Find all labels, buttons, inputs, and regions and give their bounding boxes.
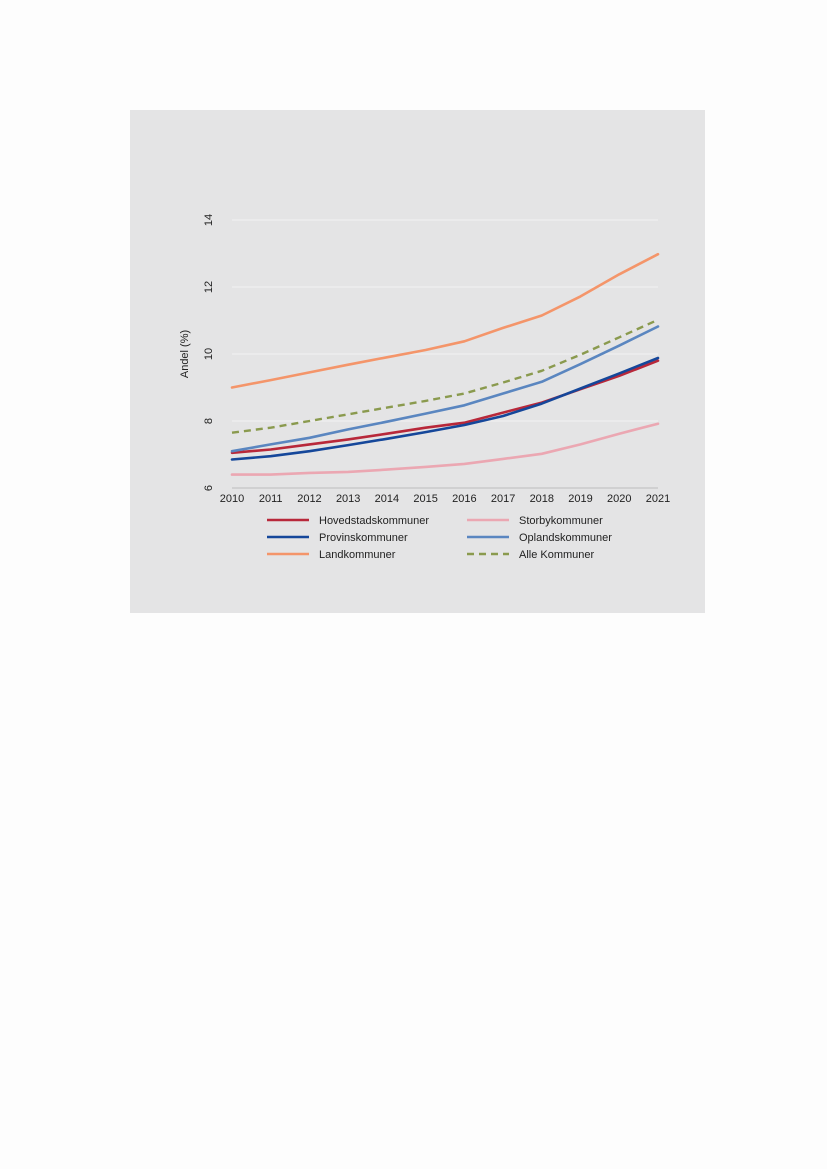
x-tick-label: 2014	[375, 493, 399, 505]
x-tick-label: 2010	[220, 493, 244, 505]
x-tick-label: 2021	[646, 493, 670, 505]
x-axis-ticks: 2010 2011 2012 2013 2014 2015 2016 2017 2018 2019…	[220, 493, 670, 505]
series-line-storbykommuner	[230, 422, 660, 476]
x-tick-label: 2018	[530, 493, 554, 505]
gridlines	[232, 219, 658, 489]
y-tick-label: 12	[203, 281, 215, 293]
series-line-alle-kommuner	[231, 318, 659, 434]
legend: Hovedstadskommuner Storbykommuner Provinsk…	[267, 515, 612, 561]
y-tick-label: 6	[203, 485, 215, 491]
y-axis-title: Andel (%)	[179, 330, 191, 378]
legend-label: Hovedstadskommuner	[319, 515, 429, 527]
y-axis-ticks: 6 8 10 12 14	[203, 214, 215, 491]
series-lines	[230, 252, 660, 476]
x-tick-label: 2012	[297, 493, 321, 505]
figure-panel: 2010 2011 2012 2013 2014 2015 2016 2017 2018 2019…	[130, 110, 705, 613]
x-tick-label: 2017	[491, 493, 515, 505]
x-tick-label: 2020	[607, 493, 631, 505]
line-chart: 2010 2011 2012 2013 2014 2015 2016 2017 2018 2019…	[179, 214, 670, 561]
x-tick-label: 2015	[413, 493, 437, 505]
legend-label: Alle Kommuner	[519, 549, 595, 561]
series-line-provinskommuner	[230, 356, 660, 461]
legend-label: Storbykommuner	[519, 515, 603, 527]
legend-label: Landkommuner	[319, 549, 396, 561]
y-tick-label: 8	[203, 418, 215, 424]
legend-label: Oplandskommuner	[519, 532, 612, 544]
y-tick-label: 14	[203, 214, 215, 226]
x-tick-label: 2013	[336, 493, 360, 505]
legend-label: Provinskommuner	[319, 532, 408, 544]
series-line-landkommuner	[230, 252, 660, 389]
x-tick-label: 2011	[259, 493, 283, 505]
y-tick-label: 10	[203, 348, 215, 360]
x-tick-label: 2016	[452, 493, 476, 505]
x-tick-label: 2019	[568, 493, 592, 505]
series-line-oplandskommuner	[230, 325, 660, 453]
